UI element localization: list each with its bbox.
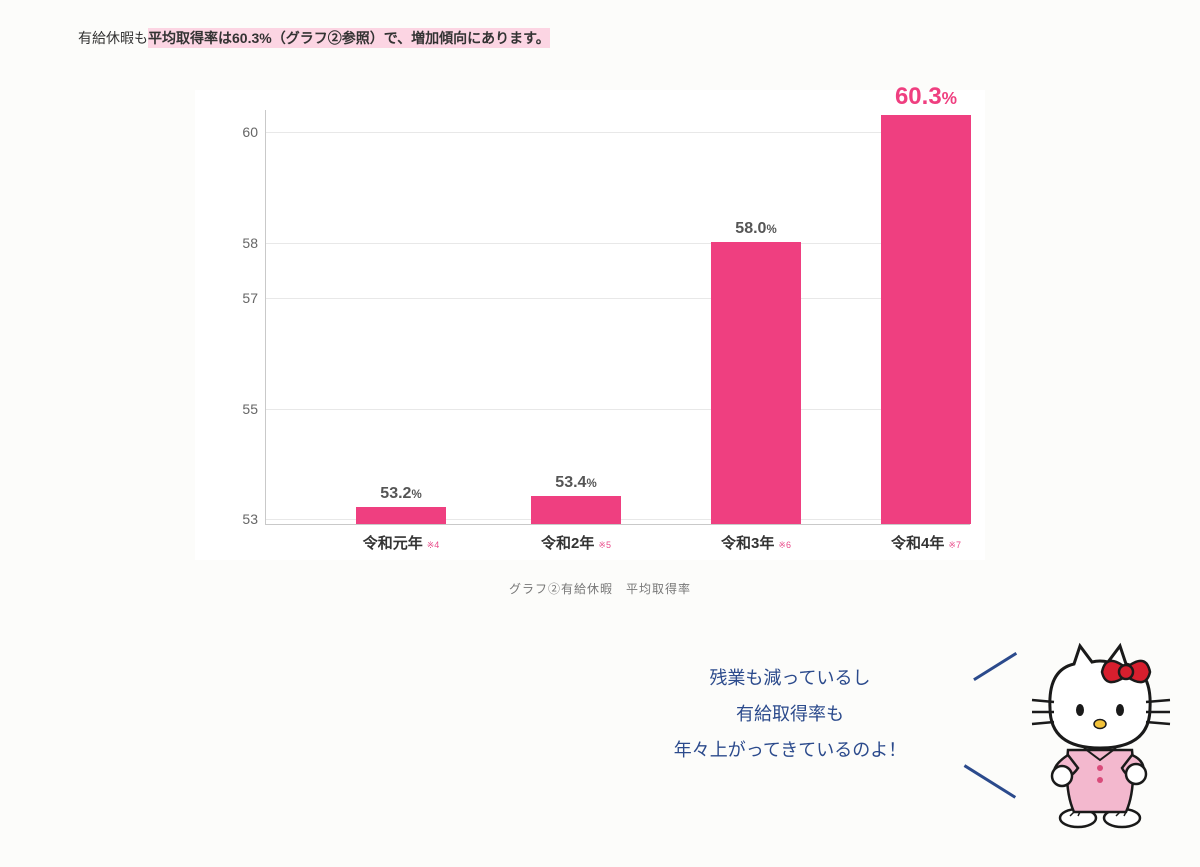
bar-value-label: 53.2% bbox=[356, 485, 446, 503]
gridline bbox=[266, 243, 970, 244]
speech-line-1: 残業も減っているし bbox=[620, 660, 960, 696]
gridline bbox=[266, 409, 970, 410]
speech-pointer-top bbox=[973, 652, 1017, 681]
speech-pointer-bottom bbox=[964, 764, 1016, 798]
chart-container: 535557586053.2%令和元年※453.4%令和2年※558.0%令和3… bbox=[195, 90, 985, 560]
gridline bbox=[266, 298, 970, 299]
x-axis-label: 令和2年※5 bbox=[541, 532, 611, 553]
y-axis-label: 58 bbox=[228, 235, 258, 251]
intro-text: 有給休暇も平均取得率は60.3%（グラフ②参照）で、増加傾向にあります。 bbox=[78, 28, 550, 48]
y-axis-label: 57 bbox=[228, 290, 258, 306]
bar: 53.2%令和元年※4 bbox=[356, 507, 446, 524]
speech-bubble: 残業も減っているし 有給取得率も 年々上がってきているのよ！ bbox=[620, 660, 960, 768]
speech-line-2: 有給取得率も bbox=[620, 696, 960, 732]
y-axis-label: 53 bbox=[228, 511, 258, 527]
y-axis-label: 55 bbox=[228, 401, 258, 417]
bar: 53.4%令和2年※5 bbox=[531, 496, 621, 524]
bar: 60.3%令和4年※7 bbox=[881, 115, 971, 524]
intro-prefix: 有給休暇も bbox=[78, 30, 148, 46]
bar-value-label: 58.0% bbox=[711, 220, 801, 238]
bar-value-label: 53.4% bbox=[531, 474, 621, 492]
x-axis-label: 令和4年※7 bbox=[891, 532, 961, 553]
mascot-character bbox=[1030, 640, 1180, 830]
bar-value-label: 60.3% bbox=[881, 83, 971, 111]
x-axis-label: 令和元年※4 bbox=[363, 532, 440, 553]
speech-line-3: 年々上がってきているのよ！ bbox=[620, 732, 960, 768]
x-axis-label: 令和3年※6 bbox=[721, 532, 791, 553]
gridline bbox=[266, 132, 970, 133]
bar: 58.0%令和3年※6 bbox=[711, 242, 801, 524]
y-axis-label: 60 bbox=[228, 124, 258, 140]
chart-plot-area: 535557586053.2%令和元年※453.4%令和2年※558.0%令和3… bbox=[265, 110, 970, 525]
chart-caption: グラフ②有給休暇 平均取得率 bbox=[0, 580, 1200, 597]
intro-highlight: 平均取得率は60.3%（グラフ②参照）で、増加傾向にあります。 bbox=[148, 28, 550, 48]
